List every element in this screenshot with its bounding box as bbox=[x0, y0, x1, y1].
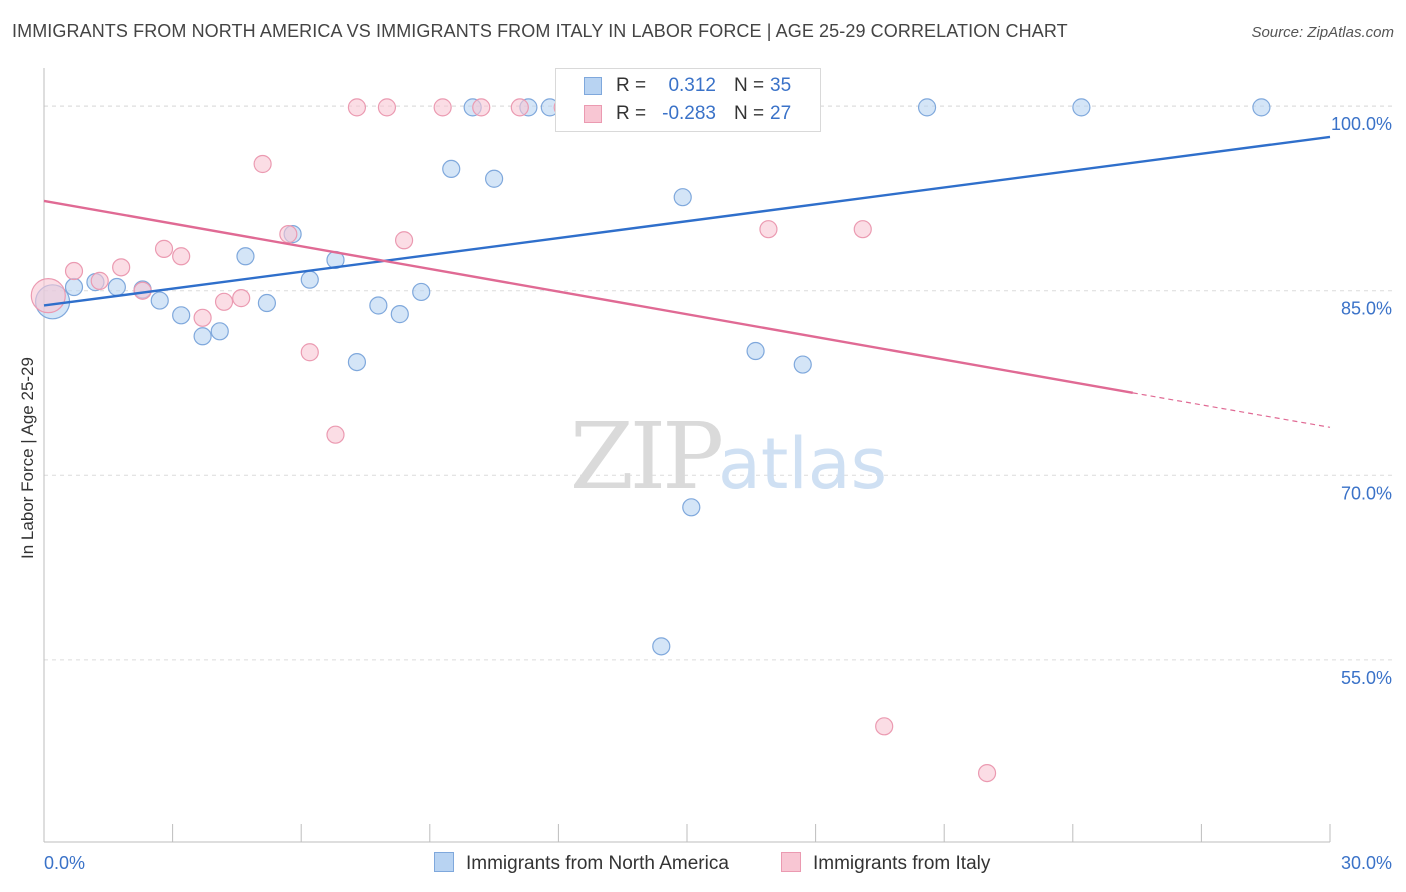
legend-item-north-america[interactable]: Immigrants from North America bbox=[434, 852, 729, 875]
data-point-north-america bbox=[236, 247, 255, 266]
legend-n-value: 27 bbox=[770, 103, 792, 124]
grid-layer bbox=[44, 105, 1392, 661]
data-point-italy bbox=[64, 261, 84, 281]
data-point-italy bbox=[326, 425, 345, 444]
y-tick-label: 70.0% bbox=[1341, 483, 1392, 503]
data-point-north-america bbox=[793, 355, 812, 374]
legend-r-value: -0.283 bbox=[662, 103, 716, 124]
data-point-italy bbox=[30, 278, 66, 314]
data-point-north-america bbox=[193, 327, 212, 346]
data-point-italy bbox=[759, 220, 778, 239]
legend-swatch-blue bbox=[584, 77, 602, 95]
trendline-north-america bbox=[43, 135, 1331, 307]
data-point-north-america bbox=[210, 322, 229, 341]
tick-labels: 55.0% 70.0% 85.0% 100.0% 0.0% 30.0% bbox=[44, 114, 1392, 873]
data-point-north-america bbox=[369, 296, 388, 315]
data-point-north-america bbox=[150, 291, 169, 310]
data-point-north-america bbox=[1072, 98, 1091, 117]
data-point-italy bbox=[154, 239, 174, 258]
legend-n-label: N = bbox=[734, 103, 765, 124]
data-point-italy bbox=[214, 292, 234, 311]
y-tick-label: 85.0% bbox=[1341, 299, 1392, 319]
chart-title: IMMIGRANTS FROM NORTH AMERICA VS IMMIGRA… bbox=[12, 21, 1068, 41]
trendline-italy-extension bbox=[1132, 392, 1331, 428]
legend-n-value: 35 bbox=[770, 75, 792, 96]
legend-r-label: R = bbox=[616, 103, 647, 124]
legend-item-italy[interactable]: Immigrants from Italy bbox=[781, 852, 990, 875]
legend-r-label: R = bbox=[616, 75, 647, 96]
data-point-italy bbox=[853, 220, 872, 239]
data-point-north-america bbox=[412, 282, 431, 302]
data-point-italy bbox=[253, 154, 272, 174]
data-point-italy bbox=[193, 308, 212, 327]
data-point-north-america bbox=[682, 498, 701, 517]
y-tick-label: 100.0% bbox=[1331, 114, 1392, 134]
y-axis-label: In Labor Force | Age 25-29 bbox=[18, 357, 37, 559]
legend-row-italy: R = -0.283 N = 27 bbox=[556, 101, 820, 129]
axis-layer bbox=[43, 68, 1331, 843]
data-point-north-america bbox=[1252, 98, 1271, 117]
y-tick-label: 55.0% bbox=[1341, 668, 1392, 688]
legend-swatch-north-america bbox=[434, 852, 454, 872]
data-point-italy bbox=[232, 289, 251, 308]
data-point-north-america bbox=[746, 341, 765, 361]
data-point-italy bbox=[472, 98, 491, 117]
data-point-italy bbox=[347, 98, 367, 117]
data-point-italy bbox=[433, 98, 452, 117]
legend-n-label: N = bbox=[734, 75, 765, 96]
data-point-north-america bbox=[673, 188, 692, 207]
legend-row-north-america: R = 0.312 N = 35 bbox=[556, 73, 820, 101]
data-point-north-america bbox=[64, 277, 84, 297]
x-tick-label: 0.0% bbox=[44, 853, 85, 873]
data-point-italy bbox=[300, 343, 319, 362]
data-point-north-america bbox=[652, 637, 671, 656]
data-point-italy bbox=[172, 247, 191, 266]
data-point-north-america bbox=[442, 159, 461, 179]
legend-swatch-italy bbox=[781, 852, 801, 872]
trendline-italy bbox=[43, 199, 1134, 395]
data-point-north-america bbox=[347, 352, 367, 372]
legend-label-north-america: Immigrants from North America bbox=[466, 853, 729, 874]
data-point-italy bbox=[279, 225, 298, 244]
x-tick-label: 30.0% bbox=[1341, 853, 1392, 873]
series-legend: Immigrants from North America Immigrants… bbox=[0, 852, 1406, 878]
data-point-italy bbox=[394, 231, 414, 250]
data-point-north-america bbox=[300, 270, 319, 289]
watermark: ZIP atlas bbox=[570, 403, 887, 510]
data-point-italy bbox=[510, 98, 529, 117]
legend-label-italy: Immigrants from Italy bbox=[813, 853, 991, 874]
data-point-north-america bbox=[390, 305, 409, 324]
data-point-north-america bbox=[107, 277, 126, 297]
data-point-north-america bbox=[485, 169, 504, 188]
watermark-atlas: atlas bbox=[718, 423, 887, 505]
data-point-italy bbox=[112, 258, 131, 277]
data-point-north-america bbox=[172, 306, 191, 325]
watermark-zip: ZIP bbox=[570, 403, 721, 510]
source-credit: Source: ZipAtlas.com bbox=[1251, 24, 1394, 41]
data-point-italy bbox=[90, 271, 109, 290]
data-point-italy bbox=[977, 763, 997, 783]
data-point-italy bbox=[377, 98, 397, 117]
data-point-italy bbox=[875, 717, 894, 736]
data-point-north-america bbox=[917, 98, 937, 117]
legend-r-value: 0.312 bbox=[668, 75, 716, 96]
legend-swatch-pink bbox=[584, 105, 602, 123]
trend-layer bbox=[43, 135, 1331, 428]
data-point-north-america bbox=[257, 293, 277, 313]
correlation-legend: R = 0.312 N = 35 R = -0.283 N = 27 bbox=[555, 68, 821, 132]
points-layer bbox=[30, 98, 1271, 783]
